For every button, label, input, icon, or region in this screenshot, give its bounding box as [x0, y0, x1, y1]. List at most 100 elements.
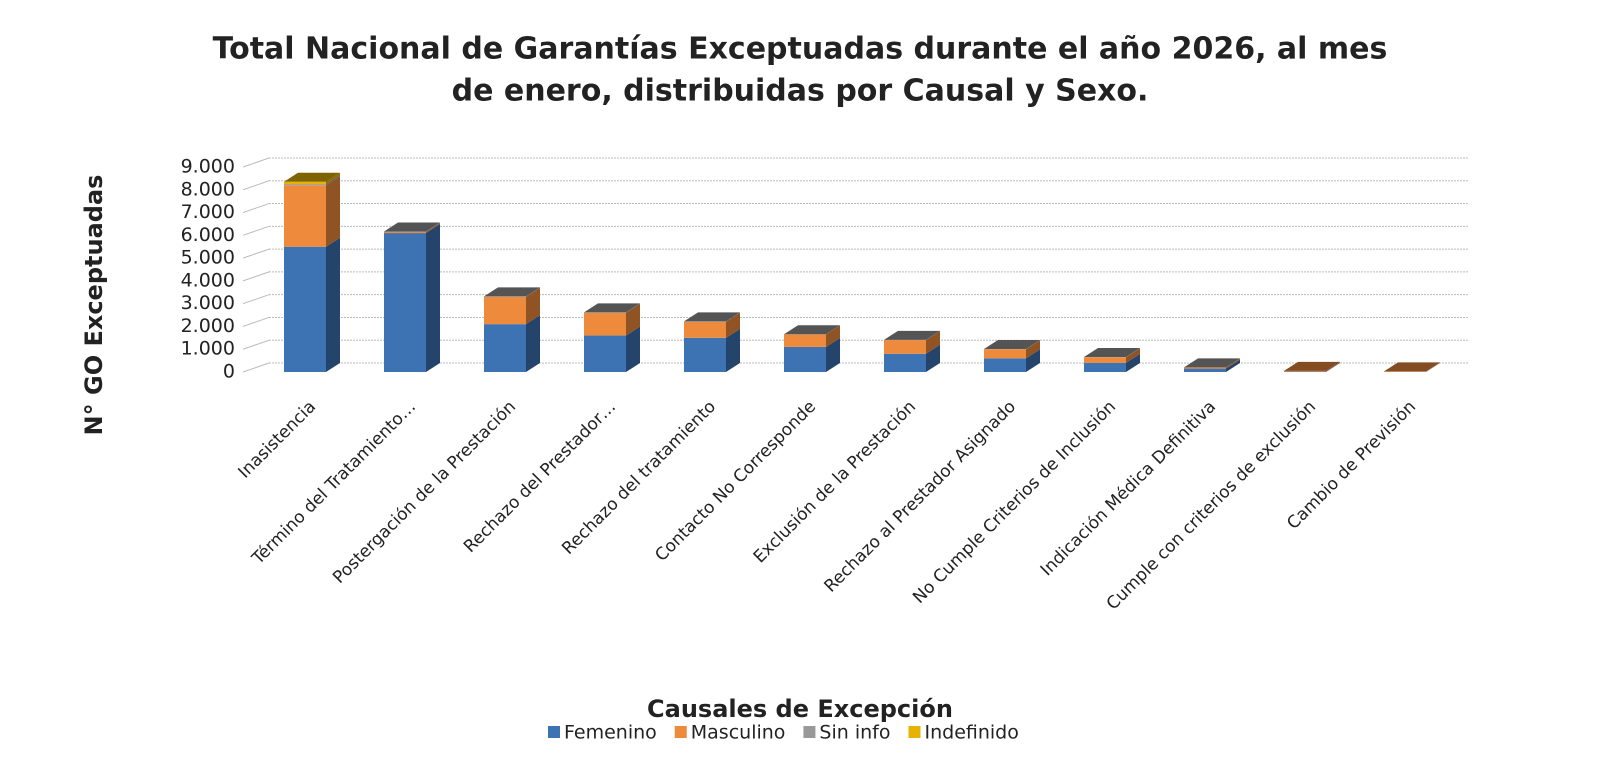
bar-top	[584, 303, 640, 313]
grid-line	[242, 271, 270, 282]
bar	[684, 337, 726, 372]
grid-line	[242, 248, 270, 259]
y-tick-label: 9.000	[181, 156, 235, 178]
bar-side	[1026, 349, 1040, 372]
bar	[284, 246, 326, 372]
bar-top	[1284, 361, 1340, 371]
chart-title: de enero, distribuidas por Causal y Sexo…	[452, 74, 1149, 109]
y-tick-label: 6.000	[181, 224, 235, 246]
bar	[884, 340, 926, 354]
y-tick-label: 4.000	[181, 269, 235, 291]
grid-line	[242, 316, 270, 327]
bar-top	[484, 287, 540, 297]
bar-side	[1126, 347, 1140, 358]
y-tick-label: 5.000	[181, 247, 235, 269]
x-tick-label: Postergación de la Prestación	[329, 397, 520, 588]
bar	[484, 296, 526, 325]
bar-side	[826, 337, 840, 372]
y-tick-label: 0	[223, 361, 235, 383]
bar-side	[1026, 340, 1040, 359]
bar	[1184, 368, 1226, 372]
grid-line	[242, 157, 270, 168]
bar	[984, 358, 1026, 372]
bar	[384, 231, 426, 234]
bar	[384, 233, 426, 372]
bar	[1284, 370, 1326, 372]
bar	[584, 312, 626, 336]
bar	[684, 321, 726, 338]
bar-side	[526, 287, 540, 297]
bar-top	[384, 222, 440, 232]
legend-swatch	[674, 726, 687, 738]
bar	[584, 335, 626, 372]
y-axis-title: N° GO Exceptuadas	[80, 175, 108, 436]
chart-title: Total Nacional de Garantías Exceptuadas …	[213, 32, 1388, 67]
bar-top	[1084, 347, 1140, 357]
bar-side	[1126, 348, 1140, 363]
bar	[784, 346, 826, 372]
grid-line	[242, 294, 270, 305]
bar-side	[926, 331, 940, 354]
bar	[284, 181, 326, 185]
bar	[284, 185, 326, 247]
x-tick-label: No Cumple Criterios de Inclusión	[909, 397, 1120, 608]
x-tick-label: Cumple con criterios de exclusión	[1103, 397, 1320, 614]
bar-side	[426, 222, 440, 232]
legend-label: Indefinido	[924, 722, 1018, 744]
bar-side	[326, 172, 340, 185]
x-axis-title: Causales de Excepción	[647, 695, 953, 723]
bar-top	[284, 172, 340, 182]
y-tick-label: 1.000	[181, 338, 235, 360]
grid-line	[242, 180, 270, 191]
bar-side	[326, 237, 340, 372]
bar-side	[726, 312, 740, 322]
x-tick-label: Término del Tratamiento…	[248, 397, 420, 569]
bar-side	[926, 330, 940, 341]
bar-side	[326, 175, 340, 186]
grid-line	[242, 339, 270, 350]
bar-side	[1126, 353, 1140, 372]
legend-swatch	[803, 726, 816, 738]
bar-side	[326, 176, 340, 247]
bar-top	[684, 312, 740, 322]
bar-side	[826, 325, 840, 347]
bar	[884, 353, 926, 372]
bar-side	[526, 287, 540, 325]
bar-side	[926, 344, 940, 372]
legend-label: Sin info	[819, 722, 890, 744]
bar-side	[1026, 339, 1040, 350]
legend-label: Masculino	[691, 722, 786, 744]
bar-side	[1226, 358, 1240, 368]
bar-side	[1226, 358, 1240, 369]
grid-line	[242, 362, 270, 373]
bar-side	[626, 326, 640, 372]
bar-side	[626, 303, 640, 313]
bar	[1184, 367, 1226, 369]
bar-side	[1426, 362, 1440, 372]
grid-line	[242, 225, 270, 236]
x-tick-label: Contacto No Corresponde	[651, 397, 820, 566]
bar-top	[1384, 362, 1440, 372]
bar	[484, 324, 526, 372]
bar-top	[784, 325, 840, 335]
bar-side	[426, 224, 440, 372]
x-tick-label: Indicación Médica Definitiva	[1037, 397, 1220, 580]
y-tick-label: 8.000	[181, 178, 235, 200]
bar	[284, 184, 326, 186]
bar-side	[426, 222, 440, 234]
y-tick-label: 7.000	[181, 201, 235, 223]
legend-swatch	[908, 726, 921, 738]
bar-side	[826, 325, 840, 335]
y-tick-label: 3.000	[181, 292, 235, 314]
bar-side	[526, 315, 540, 372]
legend-label: Femenino	[564, 722, 657, 744]
bar-top	[884, 330, 940, 340]
bar-side	[726, 328, 740, 372]
legend-swatch	[548, 726, 560, 738]
y-tick-label: 2.000	[181, 315, 235, 337]
bar-side	[1326, 361, 1340, 372]
bar-top	[984, 339, 1040, 349]
bar	[1084, 357, 1126, 363]
bar	[984, 349, 1026, 359]
